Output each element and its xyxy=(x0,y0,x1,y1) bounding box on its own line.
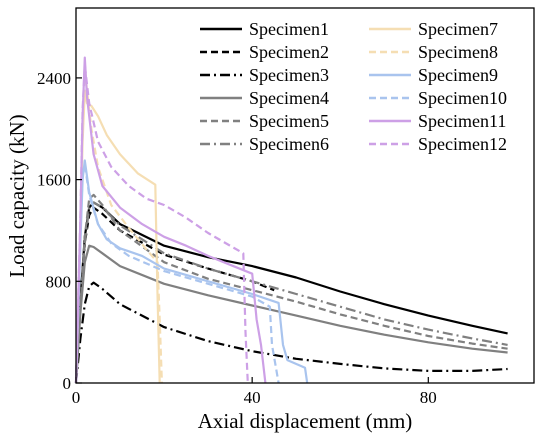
y-tick-label: 2400 xyxy=(37,69,71,88)
series-line-3 xyxy=(74,281,508,384)
legend-label-12: Specimen12 xyxy=(418,134,507,154)
legend-label-6: Specimen6 xyxy=(249,134,329,154)
legend-label-7: Specimen7 xyxy=(418,19,498,39)
x-tick-label: 0 xyxy=(72,388,81,407)
y-tick-label: 1600 xyxy=(37,171,71,190)
series-line-6 xyxy=(74,201,508,384)
plot-frame xyxy=(75,7,535,384)
x-axis-label: Axial displacement (mm) xyxy=(198,409,413,433)
legend-label-2: Specimen2 xyxy=(249,42,329,62)
legend-label-3: Specimen3 xyxy=(249,65,329,85)
y-tick-label: 800 xyxy=(46,272,72,291)
series-line-2 xyxy=(74,206,275,384)
legend-label-1: Specimen1 xyxy=(249,19,329,39)
legend-label-8: Specimen8 xyxy=(418,42,498,62)
legend-label-4: Specimen4 xyxy=(249,88,329,108)
series-line-4 xyxy=(74,244,508,384)
legend-label-9: Specimen9 xyxy=(418,65,498,85)
x-tick-label: 80 xyxy=(420,388,437,407)
legend-label-11: Specimen11 xyxy=(418,111,506,131)
series-line-12 xyxy=(74,64,249,384)
series-line-8 xyxy=(74,66,163,384)
legend-label-5: Specimen5 xyxy=(249,111,329,131)
series-line-10 xyxy=(74,163,280,384)
legend: Specimen1 Specimen2 Specimen3 Specimen4 Spec… xyxy=(200,19,507,154)
plot-series-group xyxy=(74,56,508,384)
x-axis: 0 40 80 xyxy=(72,377,437,407)
y-tick-label: 0 xyxy=(63,374,72,393)
y-axis-label: Load capacity (kN) xyxy=(5,114,29,277)
x-tick-label: 40 xyxy=(244,388,261,407)
y-axis: 0 800 1600 2400 xyxy=(37,69,82,393)
legend-label-10: Specimen10 xyxy=(418,88,507,108)
series-line-11 xyxy=(74,56,267,384)
